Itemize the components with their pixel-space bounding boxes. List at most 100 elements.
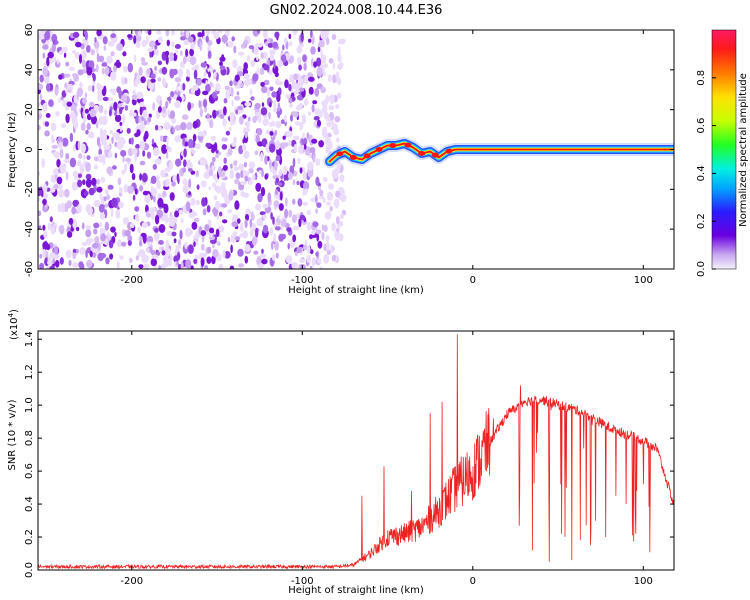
noise-speck (218, 171, 226, 177)
noise-speck (90, 115, 98, 125)
noise-speck (326, 37, 330, 45)
noise-speck (182, 178, 188, 186)
noise-speck (38, 210, 42, 217)
noise-speck (217, 30, 223, 34)
noise-speck (282, 44, 285, 51)
noise-speck (129, 222, 135, 229)
noise-speck (292, 198, 296, 205)
noise-speck (142, 150, 146, 157)
noise-speck (167, 109, 171, 116)
noise-speck (211, 82, 215, 88)
noise-speck (222, 164, 228, 171)
noise-speck (299, 87, 305, 92)
noise-speck (319, 266, 323, 269)
noise-speck (259, 219, 264, 227)
noise-speck (166, 230, 174, 237)
noise-speck (300, 32, 304, 43)
noise-speck (321, 232, 325, 240)
noise-speck (165, 178, 170, 187)
noise-speck (44, 130, 50, 137)
noise-speck (180, 122, 187, 131)
noise-speck (127, 235, 133, 243)
noise-speck (77, 87, 84, 97)
noise-speck (85, 178, 92, 188)
noise-speck (174, 247, 178, 256)
noise-speck (66, 231, 73, 238)
noise-speck (199, 41, 203, 52)
noise-speck (59, 224, 65, 235)
spectrogram-x-tick-label: -200 (120, 275, 143, 286)
noise-speck (211, 165, 216, 172)
noise-speck (183, 159, 187, 168)
noise-speck (261, 102, 265, 107)
noise-speck (143, 120, 148, 126)
noise-speck (165, 151, 169, 160)
noise-speck (72, 49, 76, 55)
noise-speck (318, 140, 324, 148)
noise-speck (302, 132, 305, 140)
noise-speck (103, 144, 110, 151)
noise-speck (97, 252, 104, 262)
noise-speck (212, 243, 215, 249)
noise-speck (182, 83, 186, 91)
noise-speck (267, 192, 272, 203)
noise-speck (171, 117, 177, 124)
noise-speck (186, 72, 191, 78)
noise-speck (229, 80, 233, 87)
noise-speck (292, 135, 300, 141)
noise-speck (237, 218, 241, 224)
noise-speck (200, 243, 205, 251)
noise-speck (267, 37, 271, 42)
noise-speck (135, 255, 139, 261)
noise-speck (194, 64, 200, 71)
noise-speck (75, 249, 79, 254)
noise-speck (284, 79, 289, 89)
noise-speck (65, 61, 70, 67)
noise-speck (88, 101, 95, 108)
noise-speck (284, 208, 289, 219)
noise-speck (176, 251, 181, 261)
noise-speck (181, 95, 185, 101)
noise-speck (72, 170, 79, 177)
noise-speck (244, 244, 251, 253)
noise-speck (233, 166, 240, 172)
noise-speck (114, 141, 118, 148)
noise-speck (175, 158, 182, 167)
noise-speck (215, 110, 219, 116)
noise-speck (82, 110, 85, 118)
noise-speck (57, 189, 65, 198)
noise-speck (116, 43, 123, 52)
noise-speck (72, 252, 76, 260)
noise-speck (143, 263, 149, 269)
noise-speck (317, 258, 322, 264)
noise-speck (199, 107, 203, 118)
noise-speck (83, 190, 89, 196)
noise-speck (69, 132, 74, 142)
noise-speck (331, 254, 337, 262)
noise-speck (85, 129, 89, 135)
noise-speck (335, 190, 341, 198)
noise-speck (101, 115, 108, 126)
noise-speck (271, 91, 278, 98)
noise-speck (280, 219, 287, 227)
noise-speck (248, 45, 255, 50)
noise-speck (234, 95, 241, 101)
noise-speck (303, 143, 307, 150)
noise-speck (284, 197, 288, 207)
noise-speck (139, 240, 143, 247)
noise-speck (141, 39, 147, 48)
noise-speck (164, 214, 169, 224)
colorbar-gradient (711, 29, 737, 270)
noise-speck (274, 31, 280, 38)
noise-speck (159, 135, 164, 142)
noise-speck (262, 214, 267, 220)
ridge-blob (389, 143, 397, 148)
noise-speck (155, 251, 161, 256)
noise-speck (261, 258, 268, 265)
noise-speck (86, 122, 91, 131)
noise-speck (139, 173, 143, 181)
noise-speck (193, 69, 198, 80)
noise-speck (87, 131, 95, 139)
noise-speck (200, 230, 207, 237)
noise-speck (240, 170, 244, 179)
